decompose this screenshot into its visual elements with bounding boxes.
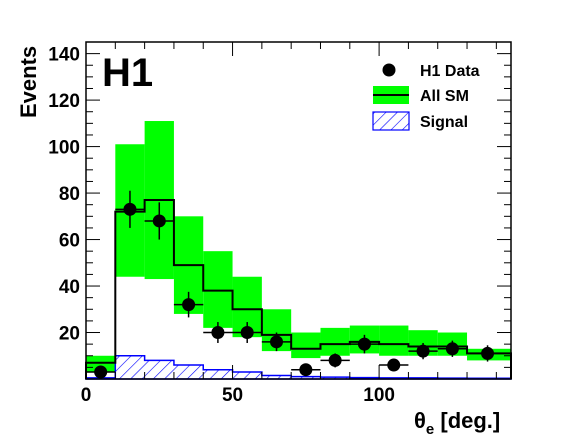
data-marker	[299, 363, 313, 377]
y-tick-label: 100	[48, 138, 80, 159]
x-axis-title-subscript: e	[426, 421, 434, 438]
data-point	[261, 332, 292, 352]
plot-frame	[85, 41, 512, 380]
y-axis-title: Events	[16, 46, 41, 118]
legend-label-data: H1 Data	[420, 63, 480, 80]
data-point	[408, 342, 438, 360]
legend-label-sm: All SM	[420, 88, 469, 105]
band-bin	[291, 332, 321, 359]
band-bin	[320, 327, 350, 356]
data-point	[144, 202, 174, 240]
data-point	[115, 190, 145, 228]
data-point	[320, 353, 350, 368]
band-bin	[86, 355, 116, 373]
data-marker	[416, 344, 430, 358]
x-axis-title-unit: [deg.]	[434, 408, 500, 433]
data-point	[86, 365, 116, 379]
data-marker	[270, 335, 284, 349]
data-points	[86, 190, 511, 379]
y-tick-label: 80	[59, 184, 80, 205]
y-tick-label: 60	[59, 231, 80, 252]
legend-label-signal: Signal	[420, 114, 468, 131]
data-point	[467, 345, 511, 362]
data-marker	[328, 353, 342, 367]
band-bin	[379, 325, 409, 356]
data-marker	[123, 202, 137, 216]
data-marker	[182, 298, 196, 312]
data-marker	[445, 342, 459, 356]
band-bin	[203, 251, 233, 328]
data-point	[349, 334, 380, 354]
x-axis-title-symbol: θ	[414, 408, 426, 433]
y-tick-label: 40	[59, 277, 80, 298]
data-point	[232, 322, 262, 343]
data-marker	[94, 365, 108, 379]
data-marker	[481, 346, 495, 360]
x-axis-title: θe [deg.]	[414, 408, 500, 438]
data-point	[173, 291, 204, 318]
y-tick-label: 140	[48, 45, 80, 66]
x-tick-label: 0	[81, 385, 92, 406]
data-point	[437, 340, 468, 357]
data-marker	[211, 326, 225, 340]
x-tick-label: 100	[363, 385, 395, 406]
signal-fill	[85, 355, 512, 380]
data-marker	[240, 326, 254, 340]
sm-histogram	[85, 199, 512, 379]
axis-ticks: 20 40 60 80 100 120 140 0 50 100	[48, 41, 511, 406]
sm-step-line	[85, 199, 512, 379]
data-marker	[152, 214, 166, 228]
data-marker	[387, 358, 401, 372]
legend-signal-swatch	[372, 111, 410, 131]
sm-uncertainty-band	[86, 121, 511, 373]
h1-logo: H1	[102, 51, 153, 95]
signal-histogram	[85, 355, 512, 380]
data-point	[291, 363, 321, 377]
y-tick-label: 120	[48, 91, 80, 112]
legend-data-marker	[382, 63, 396, 77]
data-point	[379, 358, 409, 372]
x-tick-label: 50	[222, 385, 243, 406]
y-tick-label: 20	[59, 324, 80, 345]
data-point	[203, 322, 233, 343]
data-marker	[357, 337, 371, 351]
legend: H1 Data All SM Signal	[372, 63, 480, 131]
